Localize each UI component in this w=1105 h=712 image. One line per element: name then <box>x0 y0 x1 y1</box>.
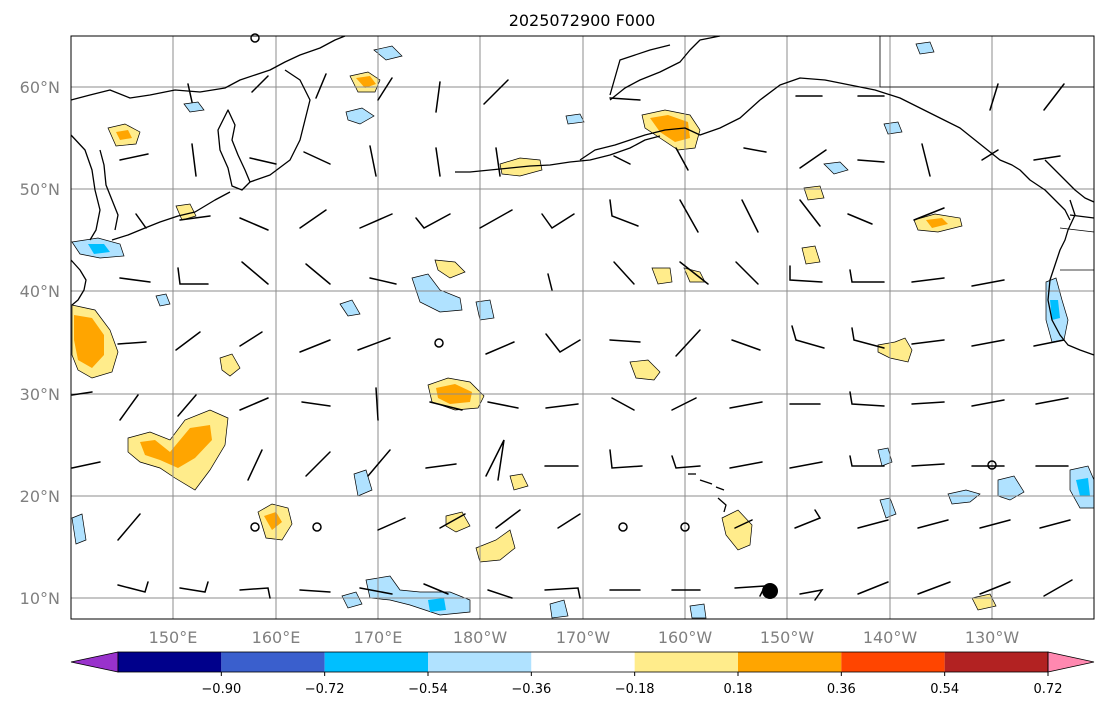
lat-label: 20°N <box>20 487 60 506</box>
colorbar-tick-label: −0.36 <box>511 682 551 697</box>
map-frame <box>70 35 1095 620</box>
wind-barbs <box>71 33 1073 601</box>
colorbar-bin <box>944 652 1048 672</box>
colorbar-extend-high <box>1047 651 1095 673</box>
lon-label: 130°W <box>965 628 1020 647</box>
lon-label: 160°W <box>658 628 713 647</box>
lon-label: 150°W <box>760 628 815 647</box>
colorbar-tick-label: 0.54 <box>930 682 959 697</box>
lon-label: 140°W <box>863 628 918 647</box>
lat-label: 60°N <box>20 78 60 97</box>
colorbar-tick-label: −0.18 <box>615 682 655 697</box>
map-panel <box>70 33 1095 620</box>
colorbar-tick-label: −0.54 <box>408 682 448 697</box>
colorbar-bin <box>221 652 325 672</box>
colorbar-extend-low <box>70 651 119 673</box>
lon-label: 150°E <box>149 628 198 647</box>
storm-marker <box>762 583 778 599</box>
lat-label: 50°N <box>20 180 60 199</box>
positive-anomaly-shading <box>71 71 997 611</box>
colorbar-tick-label: 0.18 <box>724 682 753 697</box>
colorbar-bin <box>531 652 635 672</box>
gridlines <box>71 36 1094 619</box>
latitude-labels: 60°N 50°N 40°N 30°N 20°N 10°N <box>20 78 60 608</box>
colorbar-bin <box>841 652 945 672</box>
lon-label: 170°W <box>556 628 611 647</box>
colorbar-tick-label: −0.72 <box>305 682 345 697</box>
colorbar-bin <box>118 652 222 672</box>
lat-label: 40°N <box>20 282 60 301</box>
lon-label: 170°E <box>354 628 403 647</box>
figure-title: 2025072900 F000 <box>509 11 656 30</box>
lat-label: 30°N <box>20 385 60 404</box>
colorbar-bin <box>634 652 738 672</box>
colorbar: −0.90 −0.72 −0.54 −0.36 −0.18 0.18 0.36 0.54 0.7… <box>70 651 1095 697</box>
colorbar-bin <box>324 652 428 672</box>
colorbar-tick-label: −0.90 <box>201 682 241 697</box>
colorbar-frame <box>117 651 1049 673</box>
negative-anomaly-shading <box>71 41 1095 619</box>
colorbar-tick-label: 0.36 <box>827 682 856 697</box>
lat-label: 10°N <box>20 589 60 608</box>
lon-label: 160°E <box>252 628 301 647</box>
longitude-labels: 150°E 160°E 170°E 180°W 170°W 160°W 150°… <box>149 628 1020 647</box>
colorbar-bin <box>738 652 842 672</box>
colorbar-bin <box>428 652 532 672</box>
coastlines <box>70 35 1095 513</box>
colorbar-tick-label: 0.72 <box>1034 682 1063 697</box>
lon-label: 180°W <box>453 628 508 647</box>
